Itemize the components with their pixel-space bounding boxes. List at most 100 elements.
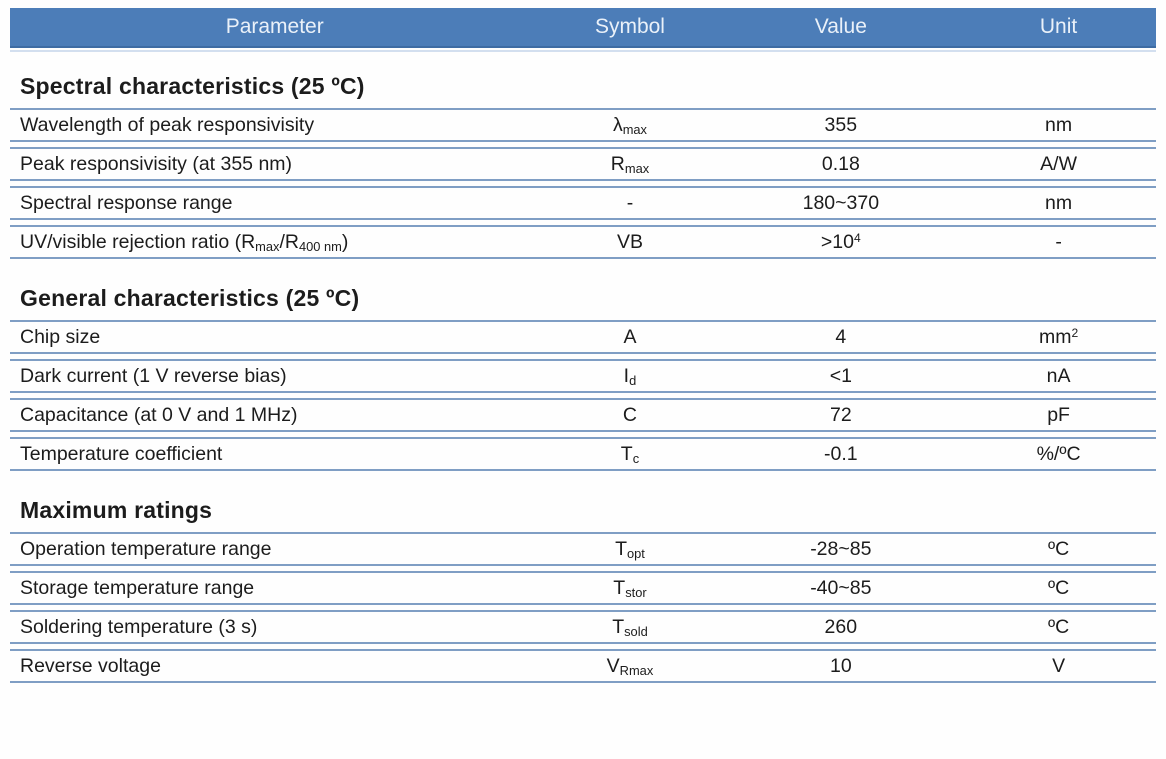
parameter-cell: Soldering temperature (3 s) bbox=[10, 610, 540, 644]
unit-text: - bbox=[1055, 230, 1062, 253]
unit-cell: ºC bbox=[961, 571, 1156, 605]
unit-cell: - bbox=[961, 225, 1156, 259]
table-row: Reverse voltage VRmax 10 V bbox=[10, 649, 1156, 683]
parameter-text: Storage temperature range bbox=[20, 576, 255, 599]
symbol-text: max bbox=[622, 122, 647, 138]
section-title: General characteristics (25 ºC) bbox=[20, 285, 360, 311]
value-text: 4 bbox=[835, 325, 847, 348]
unit-text: ºC bbox=[1047, 615, 1070, 638]
value-text: 4 bbox=[854, 231, 861, 246]
header-divider bbox=[10, 50, 1156, 52]
column-header-unit: Unit bbox=[1039, 15, 1078, 38]
table-header-row: Parameter Symbol Value Unit bbox=[10, 8, 1156, 48]
value-cell: 72 bbox=[720, 398, 962, 432]
value-text: 0.18 bbox=[821, 152, 860, 175]
symbol-cell: Tc bbox=[539, 437, 721, 471]
unit-cell: V bbox=[961, 649, 1156, 683]
unit-cell: pF bbox=[961, 398, 1156, 432]
unit-text: mm bbox=[1038, 325, 1072, 348]
symbol-text: VB bbox=[616, 230, 643, 253]
parameter-text: Chip size bbox=[20, 325, 101, 348]
unit-cell: nm bbox=[961, 186, 1156, 220]
parameter-text: /R bbox=[279, 230, 299, 253]
column-header-symbol: Symbol bbox=[594, 15, 665, 38]
parameter-cell: Dark current (1 V reverse bias) bbox=[10, 359, 540, 393]
value-cell: -0.1 bbox=[720, 437, 962, 471]
value-text: -28~85 bbox=[810, 537, 872, 560]
table-row: Soldering temperature (3 s) Tsold 260 ºC bbox=[10, 610, 1156, 644]
value-text: 72 bbox=[829, 403, 852, 426]
symbol-cell: VB bbox=[539, 225, 721, 259]
symbol-cell: VRmax bbox=[539, 649, 721, 683]
parameter-text: Spectral response range bbox=[20, 191, 233, 214]
unit-text: nA bbox=[1046, 364, 1071, 387]
symbol-text: d bbox=[629, 373, 637, 389]
parameter-cell: Spectral response range bbox=[10, 186, 540, 220]
parameter-text: Dark current (1 V reverse bias) bbox=[20, 364, 287, 387]
value-text: 260 bbox=[824, 615, 858, 638]
value-cell: 180~370 bbox=[720, 186, 962, 220]
value-cell: <1 bbox=[720, 359, 962, 393]
symbol-text: A bbox=[623, 325, 637, 348]
parameter-text: Capacitance (at 0 V and 1 MHz) bbox=[20, 403, 298, 426]
datasheet-page: Parameter Symbol Value Unit Spectral cha… bbox=[10, 8, 1156, 688]
unit-text: ºC bbox=[1047, 576, 1070, 599]
symbol-cell: Topt bbox=[539, 532, 721, 566]
parameter-text: 400 nm bbox=[298, 239, 342, 255]
symbol-text: c bbox=[632, 451, 640, 467]
symbol-cell: C bbox=[539, 398, 721, 432]
section-title: Maximum ratings bbox=[20, 497, 213, 523]
symbol-text: Rmax bbox=[619, 663, 654, 679]
value-cell: -28~85 bbox=[720, 532, 962, 566]
unit-text: A/W bbox=[1040, 152, 1077, 175]
parameter-cell: Chip size bbox=[10, 320, 540, 354]
table-row: Temperature coefficient Tc -0.1 %/ºC bbox=[10, 437, 1156, 471]
unit-cell: nm bbox=[961, 108, 1156, 142]
column-header-parameter: Parameter bbox=[225, 15, 324, 38]
parameter-cell: Reverse voltage bbox=[10, 649, 540, 683]
unit-text: nm bbox=[1045, 191, 1073, 214]
symbol-cell: Tsold bbox=[539, 610, 721, 644]
value-text: >10 bbox=[820, 230, 854, 253]
parameter-cell: Storage temperature range bbox=[10, 571, 540, 605]
value-text: -0.1 bbox=[824, 442, 858, 465]
spec-table: Chip size A 4 mm2 Dark current (1 V reverse … bbox=[10, 315, 1156, 476]
parameter-cell: Operation temperature range bbox=[10, 532, 540, 566]
parameter-cell: UV/visible rejection ratio (Rmax/R400 nm… bbox=[10, 225, 540, 259]
value-cell: 355 bbox=[720, 108, 962, 142]
table-row: Peak responsivisity (at 355 nm) Rmax 0.18 A… bbox=[10, 147, 1156, 181]
table-row: Dark current (1 V reverse bias) Id <1 nA bbox=[10, 359, 1156, 393]
symbol-cell: Id bbox=[539, 359, 721, 393]
table-row: Capacitance (at 0 V and 1 MHz) C 72 pF bbox=[10, 398, 1156, 432]
section-title: Spectral characteristics (25 ºC) bbox=[20, 73, 365, 99]
parameter-text: Peak responsivisity (at 355 nm) bbox=[20, 152, 293, 175]
symbol-text: λ bbox=[612, 113, 623, 136]
spec-table: Operation temperature range Topt -28~85 ºC S… bbox=[10, 527, 1156, 688]
symbol-text: V bbox=[606, 654, 620, 677]
parameter-text: Wavelength of peak responsivisity bbox=[20, 113, 315, 136]
parameter-text: Temperature coefficient bbox=[20, 442, 223, 465]
symbol-cell: - bbox=[539, 186, 721, 220]
section-spectral-characteristics: Spectral characteristics (25 ºC) Wavelen… bbox=[10, 71, 1156, 264]
table-row: Wavelength of peak responsivisity λmax 355… bbox=[10, 108, 1156, 142]
parameter-cell: Peak responsivisity (at 355 nm) bbox=[10, 147, 540, 181]
parameter-text: ) bbox=[341, 230, 349, 253]
table-row: Operation temperature range Topt -28~85 ºC bbox=[10, 532, 1156, 566]
symbol-text: opt bbox=[626, 546, 645, 562]
symbol-text: sold bbox=[624, 624, 648, 640]
parameter-cell: Temperature coefficient bbox=[10, 437, 540, 471]
unit-cell: ºC bbox=[961, 610, 1156, 644]
parameter-cell: Capacitance (at 0 V and 1 MHz) bbox=[10, 398, 540, 432]
value-cell: 0.18 bbox=[720, 147, 962, 181]
table-row: UV/visible rejection ratio (Rmax/R400 nm… bbox=[10, 225, 1156, 259]
symbol-cell: Rmax bbox=[539, 147, 721, 181]
section-maximum-ratings: Maximum ratings Operation temperature ra… bbox=[10, 495, 1156, 688]
unit-text: ºC bbox=[1047, 537, 1070, 560]
value-text: -40~85 bbox=[810, 576, 872, 599]
value-cell: -40~85 bbox=[720, 571, 962, 605]
unit-cell: mm2 bbox=[961, 320, 1156, 354]
unit-cell: ºC bbox=[961, 532, 1156, 566]
parameter-cell: Wavelength of peak responsivisity bbox=[10, 108, 540, 142]
symbol-text: stor bbox=[625, 585, 647, 601]
symbol-text: C bbox=[622, 403, 638, 426]
